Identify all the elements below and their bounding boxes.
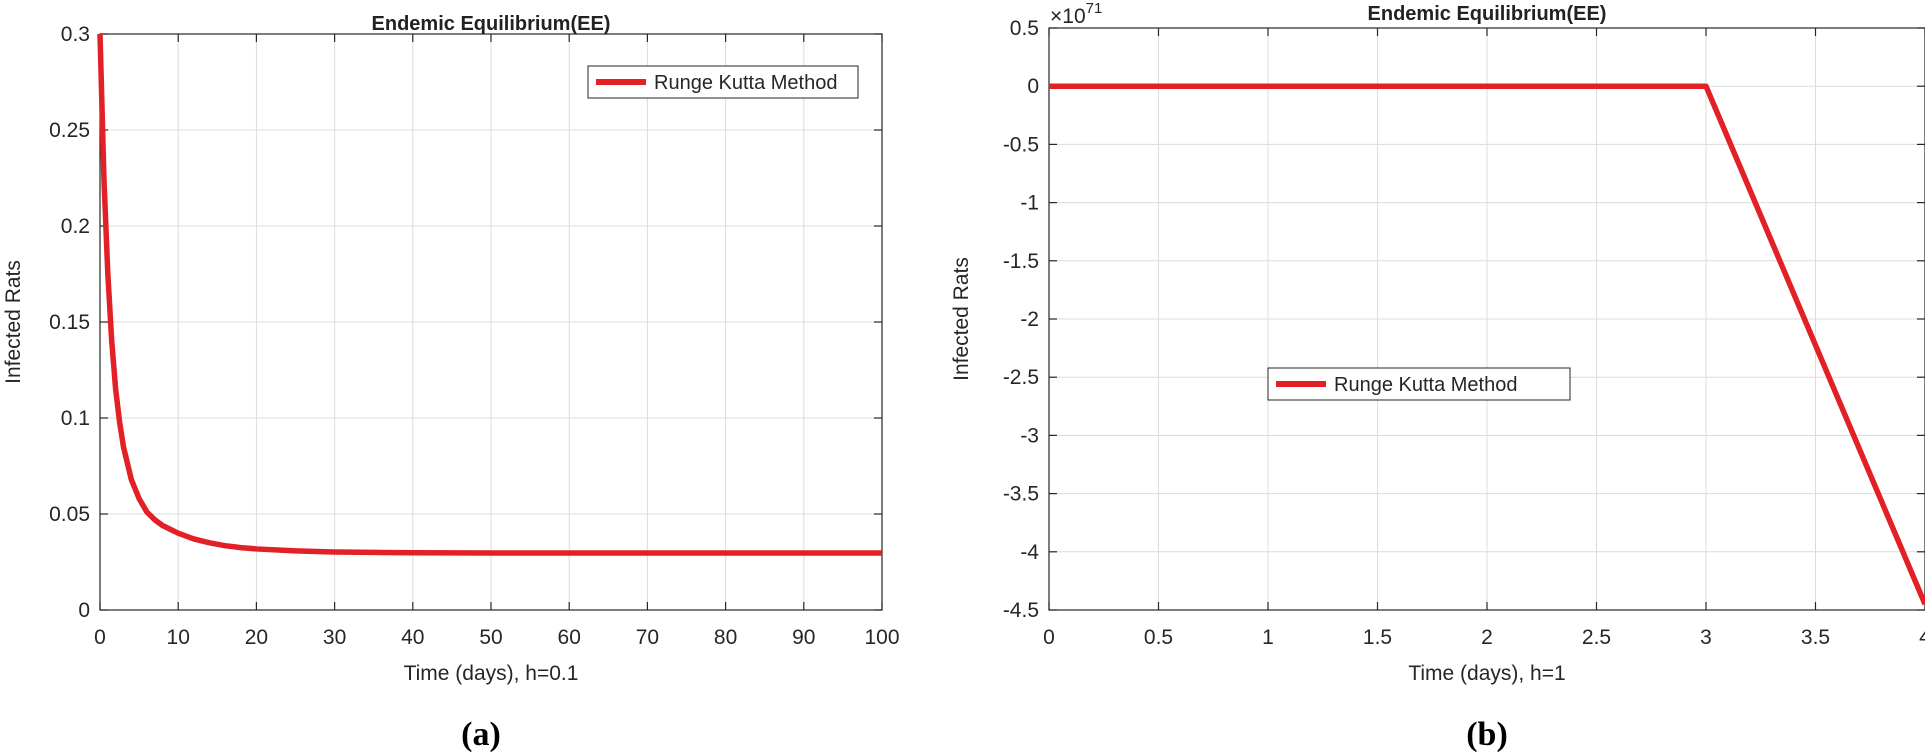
chart-a-x-tick-label: 10 xyxy=(167,626,190,649)
chart-b-y-tick-label: -4.5 xyxy=(1003,599,1039,622)
chart-a-grid xyxy=(100,34,882,610)
chart-a-y-tick-label: 0.2 xyxy=(61,215,90,238)
chart-panel-a: 0 10 20 30 40 50 60 70 80 90 100 0 0.05 0.1 0.15 0.2 0.… xyxy=(2,13,900,753)
chart-a-y-axis-label: Infected Rats xyxy=(2,260,25,384)
chart-b-x-tick-labels: 0 0.5 1 1.5 2 2.5 3 3.5 4 xyxy=(1043,626,1925,649)
chart-b-y-multiplier-base: ×10 xyxy=(1050,5,1086,28)
chart-b-panel-label: (b) xyxy=(1466,716,1508,753)
chart-a-x-tick-label: 80 xyxy=(714,626,737,649)
chart-b-series-line xyxy=(1049,83,1925,606)
chart-a-x-tick-label: 0 xyxy=(94,626,106,649)
chart-b-x-axis-label: Time (days), h=1 xyxy=(1408,662,1565,685)
chart-a-y-tick-label: 0.1 xyxy=(61,407,90,430)
chart-b-y-tick-label: -0.5 xyxy=(1003,133,1039,156)
chart-a-y-tick-label: 0 xyxy=(78,599,90,622)
chart-b-x-tick-label: 1 xyxy=(1262,626,1274,649)
chart-a-x-tick-label: 50 xyxy=(479,626,502,649)
chart-a-y-tick-label: 0.25 xyxy=(49,119,90,142)
chart-a-title: Endemic Equilibrium(EE) xyxy=(372,13,611,35)
chart-b-x-tick-label: 2.5 xyxy=(1582,626,1611,649)
chart-b-y-tick-label: -1.5 xyxy=(1003,250,1039,273)
chart-a-x-tick-label: 30 xyxy=(323,626,346,649)
chart-a-y-tick-label: 0.15 xyxy=(49,311,90,334)
chart-b-legend-label: Runge Kutta Method xyxy=(1334,374,1517,396)
chart-a-x-tick-label: 40 xyxy=(401,626,424,649)
chart-b-y-tick-label: -3 xyxy=(1020,424,1039,447)
chart-b-y-tick-label: 0 xyxy=(1027,75,1039,98)
chart-panel-b: 0 0.5 1 1.5 2 2.5 3 3.5 4 0.5 0 -0.5 -1 -1.5 -2 -2.5 -3… xyxy=(950,0,1925,753)
chart-b-y-tick-labels: 0.5 0 -0.5 -1 -1.5 -2 -2.5 -3 -3.5 -4 -4.5 xyxy=(1003,17,1039,622)
chart-b-y-tick-label: -4 xyxy=(1020,541,1039,564)
chart-a-panel-label: (a) xyxy=(461,716,501,753)
chart-a-legend-label: Runge Kutta Method xyxy=(654,72,837,94)
chart-a-legend: Runge Kutta Method xyxy=(587,65,859,99)
chart-a-x-tick-label: 90 xyxy=(792,626,815,649)
chart-b-x-tick-label: 0.5 xyxy=(1144,626,1173,649)
chart-a-x-tick-labels: 0 10 20 30 40 50 60 70 80 90 100 xyxy=(94,626,899,649)
chart-b-y-tick-label: -2.5 xyxy=(1003,366,1039,389)
chart-b-y-multiplier: ×1071 xyxy=(1050,0,1102,28)
chart-a-x-tick-label: 70 xyxy=(636,626,659,649)
chart-a-x-tick-label: 100 xyxy=(864,626,899,649)
chart-a-y-tick-labels: 0 0.05 0.1 0.15 0.2 0.25 0.3 xyxy=(49,23,90,622)
chart-a-series-line xyxy=(97,33,882,556)
chart-a-y-tick-label: 0.3 xyxy=(61,23,90,46)
chart-b-x-tick-label: 1.5 xyxy=(1363,626,1392,649)
chart-b-y-tick-label: -3.5 xyxy=(1003,483,1039,506)
chart-b-tick-marks xyxy=(1048,27,1925,611)
chart-b-y-tick-label: -2 xyxy=(1020,308,1039,331)
chart-b-x-tick-label: 4 xyxy=(1919,626,1925,649)
chart-b-grid xyxy=(1049,28,1925,610)
chart-b-y-multiplier-exponent: 71 xyxy=(1086,0,1103,17)
chart-b-y-tick-label: 0.5 xyxy=(1010,17,1039,40)
chart-a-x-tick-label: 60 xyxy=(558,626,581,649)
chart-a-tick-marks xyxy=(99,33,883,611)
chart-b-y-tick-label: -1 xyxy=(1020,192,1039,215)
chart-b-series xyxy=(1049,83,1925,606)
chart-b-x-tick-label: 0 xyxy=(1043,626,1055,649)
chart-b-x-tick-label: 3 xyxy=(1700,626,1712,649)
chart-b-legend: Runge Kutta Method xyxy=(1267,367,1571,401)
chart-a-series xyxy=(97,33,882,556)
chart-b-x-tick-label: 3.5 xyxy=(1801,626,1830,649)
chart-a-x-tick-label: 20 xyxy=(245,626,268,649)
chart-a-y-tick-label: 0.05 xyxy=(49,503,90,526)
chart-b-title: Endemic Equilibrium(EE) xyxy=(1368,3,1607,25)
chart-a-x-axis-label: Time (days), h=0.1 xyxy=(404,662,579,685)
chart-b-y-axis-label: Infected Rats xyxy=(950,257,973,381)
chart-b-x-tick-label: 2 xyxy=(1481,626,1493,649)
